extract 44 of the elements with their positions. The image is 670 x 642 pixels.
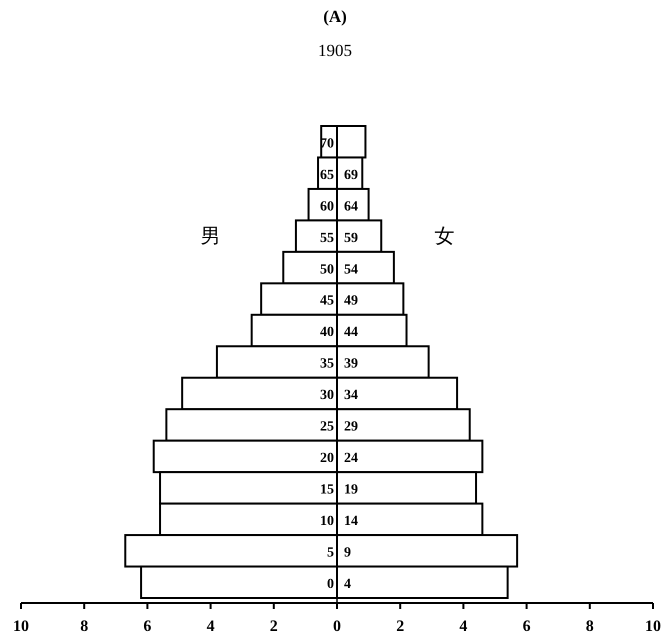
annotation: 9 (344, 545, 351, 560)
annotation: 39 (344, 356, 358, 372)
xtick: 10 (13, 618, 29, 635)
category: 45 (320, 294, 334, 309)
category: 70 (320, 136, 334, 152)
annotation: 59 (344, 230, 358, 246)
series-name: 男 (200, 225, 221, 248)
category: 30 (320, 388, 334, 404)
annotation: 4 (344, 576, 351, 592)
annotation: 24 (344, 451, 358, 466)
category: 55 (320, 230, 334, 246)
category: 35 (320, 356, 334, 372)
category: 0 (327, 576, 334, 592)
xtick: 2 (270, 618, 278, 635)
annotation: 64 (344, 199, 358, 214)
xtick: 6 (143, 618, 152, 635)
category: 5 (327, 545, 334, 560)
category: 10 (320, 514, 334, 529)
xtick: 8 (80, 618, 88, 635)
annotation: 44 (344, 325, 358, 340)
category: 40 (320, 325, 334, 340)
annotation: 69 (344, 168, 358, 183)
xtick: 8 (586, 618, 594, 635)
subtitle: 1905 (318, 41, 352, 60)
xtick: 4 (206, 618, 215, 635)
category: 65 (320, 168, 334, 183)
annotation: 14 (344, 514, 358, 529)
category: 60 (320, 199, 334, 214)
annotation: 19 (344, 482, 358, 498)
series-name: 女 (434, 225, 454, 248)
annotation: 29 (344, 420, 358, 435)
xtick: 6 (522, 618, 531, 635)
xtick: 10 (645, 618, 661, 635)
category: 15 (320, 482, 334, 498)
annotation: 49 (344, 294, 358, 309)
title: (A) (323, 7, 347, 26)
category: 25 (320, 420, 334, 435)
annotation: 54 (344, 262, 358, 278)
xtick: 0 (333, 618, 341, 635)
xtick: 4 (459, 618, 468, 635)
category: 20 (320, 451, 334, 466)
xtick: 2 (396, 618, 404, 635)
category: 50 (320, 262, 334, 278)
annotation: 34 (344, 388, 358, 404)
